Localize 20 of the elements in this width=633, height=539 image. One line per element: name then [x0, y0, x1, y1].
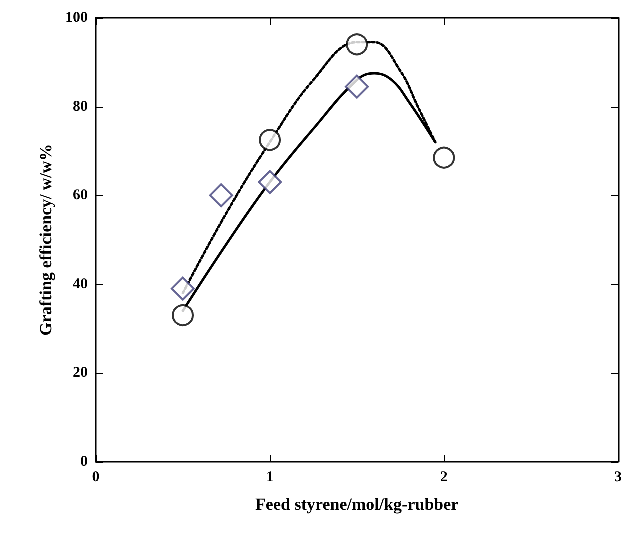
point — [171, 276, 196, 301]
point — [258, 170, 282, 194]
point — [345, 74, 370, 99]
point — [433, 146, 456, 169]
y-axis-title: Grafting efficiency/ w/w% — [36, 144, 56, 336]
y-tick-label: 40 — [73, 276, 88, 292]
x-tick-label: 3 — [614, 470, 622, 486]
x-tick-label: 2 — [440, 470, 448, 486]
point — [209, 184, 234, 208]
point — [172, 304, 194, 326]
y-tick-label: 100 — [66, 10, 88, 26]
y-tick-label: 20 — [73, 365, 88, 382]
y-tick-label: 80 — [73, 98, 88, 115]
point — [259, 129, 282, 152]
point — [346, 34, 368, 56]
y-tick-label: 0 — [80, 454, 88, 470]
x-tick-label: 1 — [266, 470, 274, 486]
y-tick-label: 60 — [73, 188, 88, 204]
x-axis-title: Feed styrene/mol/kg-rubber — [256, 495, 460, 514]
x-tick-label: 0 — [92, 470, 100, 486]
